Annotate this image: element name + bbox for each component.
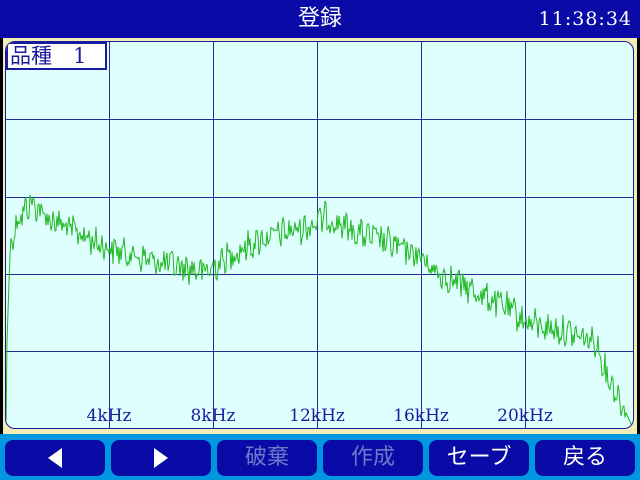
spectrum-trace bbox=[6, 194, 633, 428]
discard-button[interactable]: 破棄 bbox=[217, 440, 317, 476]
grid-line-v bbox=[317, 42, 318, 428]
page-title: 登録 bbox=[297, 6, 342, 31]
x-tick-label: 20kHz bbox=[497, 406, 553, 426]
prev-button[interactable] bbox=[5, 440, 105, 476]
title-bar: 登録 11:38:34 bbox=[0, 0, 640, 38]
next-button[interactable] bbox=[111, 440, 211, 476]
grid-line-h bbox=[6, 274, 633, 275]
bottom-toolbar bbox=[0, 434, 640, 480]
x-tick-label: 12kHz bbox=[289, 406, 345, 426]
clock: 11:38:34 bbox=[538, 8, 632, 30]
grid-line-v bbox=[525, 42, 526, 428]
x-tick-label: 4kHz bbox=[86, 406, 132, 426]
spectrum-plot: 品種 1 4kHz 8kHz 12kHz 16kHz 20kHz bbox=[5, 41, 634, 429]
save-button[interactable]: セーブ bbox=[429, 440, 529, 476]
grid-line-v bbox=[109, 42, 110, 428]
grid-line-h bbox=[6, 119, 633, 120]
grid-line-v bbox=[213, 42, 214, 428]
grid-line-h bbox=[6, 197, 633, 198]
x-tick-label: 8kHz bbox=[190, 406, 236, 426]
triangle-right-icon bbox=[154, 448, 168, 468]
triangle-left-icon bbox=[48, 448, 62, 468]
product-label: 品種 1 bbox=[6, 42, 107, 70]
back-button[interactable]: 戻る bbox=[535, 440, 635, 476]
grid-line-v bbox=[421, 42, 422, 428]
x-tick-label: 16kHz bbox=[393, 406, 449, 426]
grid-line-h bbox=[6, 351, 633, 352]
create-button[interactable]: 作成 bbox=[323, 440, 423, 476]
